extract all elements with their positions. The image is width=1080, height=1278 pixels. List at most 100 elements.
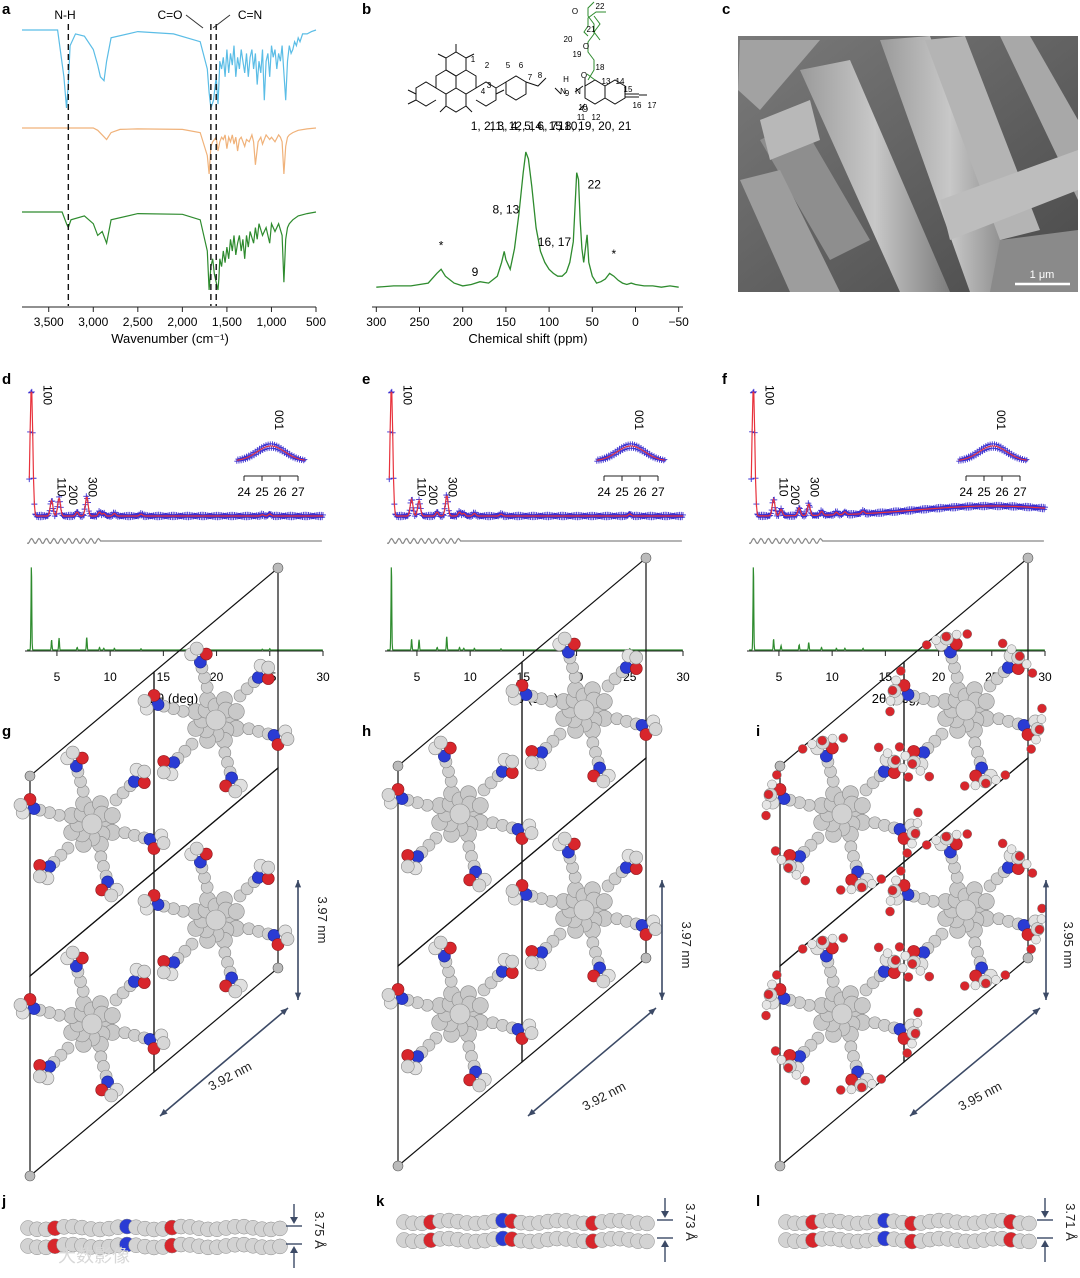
sem-micrograph: 1 μm <box>738 36 1078 292</box>
ftir-tick-label: 1,000 <box>256 315 286 329</box>
xrd-inset-peak-label: 001 <box>272 410 286 430</box>
side-atom <box>156 836 171 850</box>
ring-atom <box>1021 859 1032 869</box>
framework-molecule <box>137 641 295 799</box>
molecule-atom-label: 21 <box>587 25 596 34</box>
ring-atom <box>1036 914 1047 924</box>
xrd-peak-label: 200 <box>66 485 80 505</box>
core-atom <box>831 803 853 825</box>
nmr-annotation: 11, 12, 14, 15 <box>490 119 563 133</box>
framework-molecule <box>761 933 923 1095</box>
stack-l-distance: 3.71 Å <box>1063 1203 1078 1241</box>
stack-l-marker-arrowhead-top <box>1041 1211 1049 1218</box>
side-atom <box>596 974 611 989</box>
side-atom <box>472 1078 487 1093</box>
panel-d: d 510152025302θ (deg)1001102003002425262… <box>2 371 330 706</box>
ring-atom <box>827 933 838 944</box>
cell-i-diagonal-arrow-head <box>1032 1008 1040 1016</box>
ring-atom <box>894 742 905 752</box>
ring-atom <box>913 1007 923 1018</box>
ring-atom <box>770 846 781 856</box>
corner-atom <box>24 770 36 782</box>
cell-h-diagonal-dim: 3.92 nm <box>580 1078 629 1113</box>
core-atom <box>228 903 245 920</box>
ring-atom <box>885 896 896 906</box>
xrd-simulated <box>27 567 323 651</box>
molecule-atom-label: 17 <box>648 101 657 110</box>
core-atom <box>955 899 977 921</box>
unit-cell-g <box>13 562 295 1182</box>
side-atom <box>228 984 243 999</box>
molecule-atom-label: 22 <box>596 2 605 11</box>
cell-i-vertical-arrow-head <box>1042 992 1050 1000</box>
ring-atom <box>882 748 893 758</box>
ring-atom <box>1014 851 1025 861</box>
panel-letter-e: e <box>362 371 370 388</box>
xrd-difference <box>748 537 1044 545</box>
panel-j: j 3.75 Å <box>1 1193 327 1256</box>
ftir-tick-label: 2,500 <box>123 315 153 329</box>
co-pointer-arrow <box>185 14 204 29</box>
panel-k: k 3.73 Å <box>376 1193 698 1250</box>
ring-atom <box>857 882 867 893</box>
cell-h-vertical-dim: 3.97 nm <box>679 922 694 969</box>
nmr-annotation: 1, 2, 3, 4, 5, 6, 7, 10, <box>471 119 581 133</box>
side-atom <box>228 784 243 799</box>
side-atom <box>524 1026 539 1040</box>
nmr-plot-area <box>376 151 679 288</box>
ring-atom <box>900 951 911 961</box>
oxygen-atom <box>261 672 275 685</box>
oxygen-atom <box>505 766 519 779</box>
core-atom <box>205 909 227 931</box>
ftir-tick-label: 500 <box>306 315 326 329</box>
nmr-annotation: * <box>612 247 617 261</box>
oxygen-atom <box>33 1059 47 1072</box>
ftir-tick-label: 3,000 <box>78 315 108 329</box>
xrd-peak-label: 300 <box>86 477 100 497</box>
ring-atom <box>836 885 846 895</box>
ring-atom <box>885 696 896 706</box>
molecule-atom-label: N <box>575 87 581 96</box>
corner-atom <box>272 562 284 574</box>
ring-atom <box>827 733 838 744</box>
xrd-inset-peak-label: 001 <box>632 410 646 430</box>
ring-atom <box>907 759 918 769</box>
ring-atom <box>767 979 777 990</box>
ring-atom <box>783 1063 794 1073</box>
ring-atom <box>890 755 901 765</box>
corner-atom <box>774 1160 786 1172</box>
stack-k-marker-arrowhead-bottom <box>661 1240 669 1247</box>
side-atom <box>189 641 204 656</box>
molecule-structure <box>407 15 647 113</box>
xrd-inset-crosses <box>956 441 1030 464</box>
unit-cell-i <box>761 552 1047 1172</box>
stack-atom <box>1021 1215 1037 1232</box>
core-atom <box>596 693 613 710</box>
ftir-trace-3 <box>22 211 317 291</box>
side-atom <box>596 774 611 789</box>
ring-atom <box>1026 944 1036 954</box>
xrd-tick-label: 5 <box>414 670 421 684</box>
ring-atom <box>1034 724 1045 735</box>
ring-atom <box>885 906 895 917</box>
watermark: 大数影像 <box>58 1246 130 1266</box>
xrd-fit-line <box>28 391 323 517</box>
framework-molecule <box>505 831 663 989</box>
ring-atom <box>797 944 808 954</box>
molecule-atom-label: 12 <box>592 113 601 122</box>
ring-atom <box>797 744 808 754</box>
nmr-tick-label: 150 <box>496 315 516 329</box>
ring-atom <box>770 1046 781 1056</box>
xrd-difference <box>386 537 682 545</box>
core-atom <box>449 1003 471 1025</box>
oxygen-atom <box>33 859 47 872</box>
core-atom <box>104 1007 121 1024</box>
molecule-atom-label: 9 <box>565 89 570 98</box>
side-atom <box>65 745 80 760</box>
framework-molecule <box>885 829 1047 991</box>
xrd-tick-label: 10 <box>103 670 117 684</box>
ring-atom <box>783 863 794 873</box>
molecule-atom-label: 4 <box>481 87 486 96</box>
side-atom <box>629 850 644 865</box>
ring-atom <box>891 875 901 886</box>
